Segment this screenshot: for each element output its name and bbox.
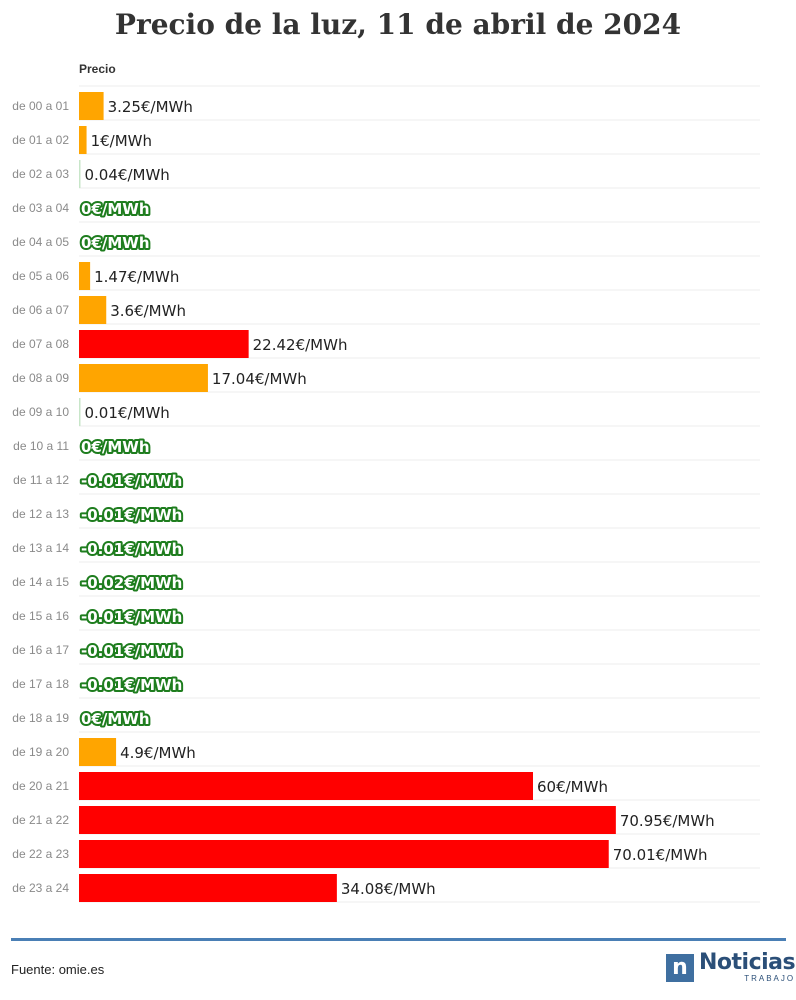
value-label: 22.42€/MWh (253, 336, 348, 354)
category-label: de 17 a 18 (12, 677, 69, 691)
bar (79, 364, 208, 392)
value-label: 0.04€/MWh (85, 166, 170, 184)
category-label: de 09 a 10 (12, 405, 69, 419)
series-title: Precio (79, 62, 116, 76)
value-label: 0€/MWh (81, 710, 150, 728)
category-label: de 11 a 12 (13, 473, 69, 487)
value-label: 0.01€/MWh (85, 404, 170, 422)
value-label: 0€/MWh (81, 234, 150, 252)
value-label: -0.02€/MWh (81, 574, 182, 592)
bar (79, 738, 117, 766)
value-label: 0€/MWh (81, 438, 150, 456)
bar (79, 126, 87, 154)
category-label: de 03 a 04 (12, 201, 69, 215)
category-label: de 01 a 02 (12, 133, 69, 147)
category-label: de 10 a 11 (13, 439, 69, 453)
category-label: de 08 a 09 (12, 371, 69, 385)
bar (79, 160, 81, 188)
bar (79, 874, 337, 902)
value-label: 17.04€/MWh (212, 370, 307, 388)
category-label: de 19 a 20 (12, 745, 69, 759)
chart-title: Precio de la luz, 11 de abril de 2024 (114, 8, 682, 41)
value-label: 3.25€/MWh (108, 98, 193, 116)
source-note: Fuente: omie.es (11, 962, 105, 977)
category-label: de 13 a 14 (12, 541, 69, 555)
category-label: de 02 a 03 (12, 167, 69, 181)
category-label: de 06 a 07 (12, 303, 69, 317)
bar (79, 772, 533, 800)
bar-chart: Precio0€/MWh10€/MWh20€/MWh30€/MWh40€/MWh… (12, 62, 760, 903)
category-label: de 23 a 24 (12, 881, 69, 895)
bar (79, 262, 91, 290)
bar (79, 92, 104, 120)
category-label: de 07 a 08 (12, 337, 69, 351)
bar (79, 398, 81, 426)
logo-mark-icon: n (666, 953, 694, 982)
logo-name: Noticias (699, 950, 796, 975)
bar (79, 806, 616, 834)
logo-text: Noticias TRABAJO (699, 950, 796, 983)
value-label: 70.01€/MWh (613, 846, 708, 864)
value-label: 1€/MWh (91, 132, 152, 150)
footer-divider (11, 938, 786, 941)
value-label: 34.08€/MWh (341, 880, 436, 898)
value-label: -0.01€/MWh (81, 472, 182, 490)
value-label: -0.01€/MWh (81, 608, 182, 626)
category-label: de 15 a 16 (12, 609, 69, 623)
category-label: de 12 a 13 (12, 507, 69, 521)
category-label: de 21 a 22 (12, 813, 69, 827)
value-label: 3.6€/MWh (110, 302, 186, 320)
category-label: de 00 a 01 (12, 99, 69, 113)
value-label: 4.9€/MWh (120, 744, 196, 762)
value-label: -0.01€/MWh (81, 506, 182, 524)
noticias-trabajo-logo: n Noticias TRABAJO (666, 950, 796, 983)
value-label: -0.01€/MWh (81, 676, 182, 694)
value-label: 70.95€/MWh (620, 812, 715, 830)
category-label: de 14 a 15 (12, 575, 69, 589)
logo-subtitle: TRABAJO (744, 974, 796, 983)
category-label: de 04 a 05 (12, 235, 69, 249)
bar (79, 840, 609, 868)
category-label: de 16 a 17 (12, 643, 69, 657)
value-label: 1.47€/MWh (94, 268, 179, 286)
value-label: -0.01€/MWh (81, 642, 182, 660)
category-label: de 22 a 23 (12, 847, 69, 861)
category-label: de 20 a 21 (12, 779, 69, 793)
category-label: de 05 a 06 (12, 269, 69, 283)
category-label: de 18 a 19 (12, 711, 69, 725)
bar (79, 296, 107, 324)
value-label: 60€/MWh (537, 778, 608, 796)
value-label: -0.01€/MWh (81, 540, 182, 558)
value-label: 0€/MWh (81, 200, 150, 218)
bar (79, 330, 249, 358)
